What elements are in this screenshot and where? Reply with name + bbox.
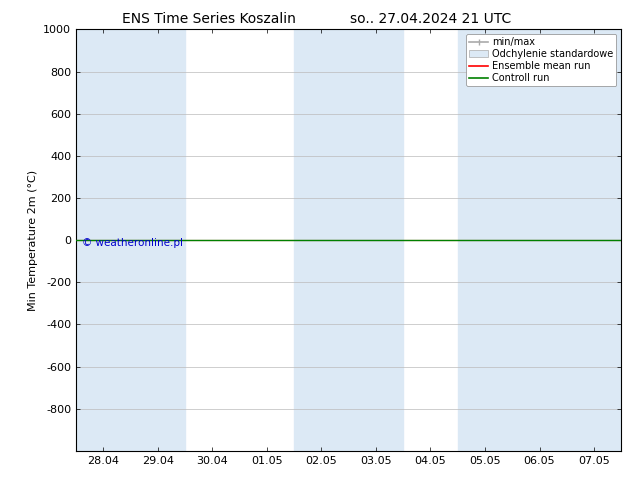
Bar <box>294 29 349 451</box>
Bar <box>349 29 403 451</box>
Text: so.. 27.04.2024 21 UTC: so.. 27.04.2024 21 UTC <box>351 12 512 26</box>
Bar <box>458 29 512 451</box>
Legend: min/max, Odchylenie standardowe, Ensemble mean run, Controll run: min/max, Odchylenie standardowe, Ensembl… <box>466 34 616 86</box>
Text: ENS Time Series Koszalin: ENS Time Series Koszalin <box>122 12 296 26</box>
Y-axis label: Min Temperature 2m (°C): Min Temperature 2m (°C) <box>28 170 37 311</box>
Bar <box>131 29 185 451</box>
Text: © weatheronline.pl: © weatheronline.pl <box>82 238 183 248</box>
Bar <box>567 29 621 451</box>
Bar <box>76 29 131 451</box>
Bar <box>512 29 567 451</box>
